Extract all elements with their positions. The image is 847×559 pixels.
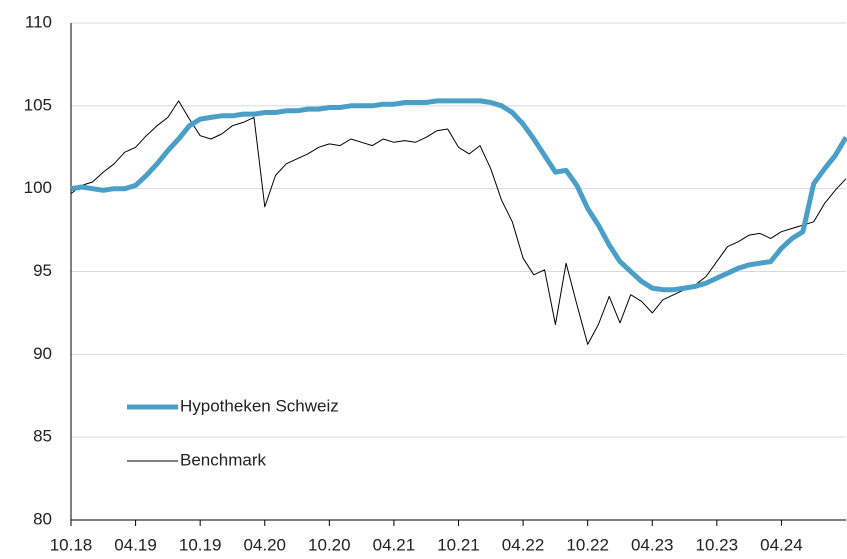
- x-tick-label: 10.23: [696, 535, 739, 554]
- y-tick-label: 90: [33, 344, 52, 363]
- y-tick-label: 100: [24, 178, 52, 197]
- legend-label: Benchmark: [180, 450, 266, 469]
- legend-label: Hypotheken Schweiz: [180, 396, 339, 415]
- y-tick-label: 95: [33, 261, 52, 280]
- x-tick-label: 10.19: [179, 535, 222, 554]
- y-tick-label: 105: [24, 95, 52, 114]
- y-tick-label: 110: [25, 12, 52, 31]
- x-tick-label: 10.22: [566, 535, 609, 554]
- series-line: [70, 98, 847, 293]
- series-line: [70, 100, 847, 345]
- x-tick-label: 04.19: [114, 535, 157, 554]
- x-tick-label: 04.24: [760, 535, 803, 554]
- y-tick-label: 85: [33, 427, 52, 446]
- x-tick-label: 04.22: [502, 535, 545, 554]
- x-tick-label: 10.18: [50, 535, 93, 554]
- x-tick-label: 04.21: [373, 535, 416, 554]
- x-tick-label: 04.20: [243, 535, 286, 554]
- x-tick-label: 10.20: [308, 535, 351, 554]
- x-tick-label: 10.21: [437, 535, 480, 554]
- x-tick-label: 04.23: [631, 535, 674, 554]
- y-tick-label: 80: [33, 509, 52, 528]
